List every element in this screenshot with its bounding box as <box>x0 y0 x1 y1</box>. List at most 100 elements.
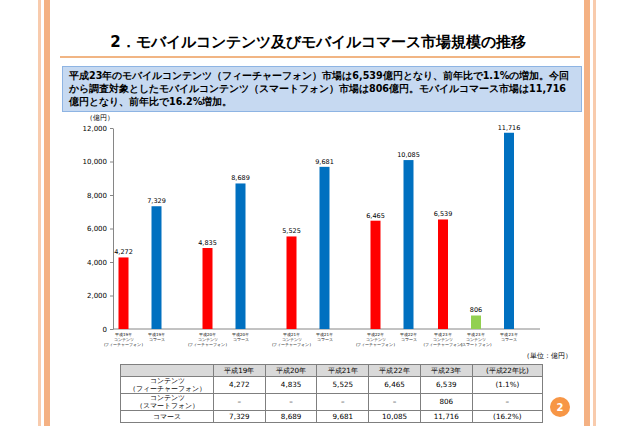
bar <box>320 167 330 329</box>
data-label: 8,689 <box>231 174 250 182</box>
y-tick-mark <box>110 229 113 230</box>
y-tick-label: 12,000 <box>83 125 108 133</box>
table-cell: 4,835 <box>265 377 317 394</box>
bar-series-label: コンテンツ(スマートフォン) <box>460 337 492 347</box>
data-label: 4,272 <box>114 248 133 256</box>
y-tick-mark <box>110 262 113 263</box>
y-tick-label: 6,000 <box>87 225 107 233</box>
table-column-header: 平成20年 <box>265 365 317 377</box>
table-cell: 6,539 <box>420 377 472 394</box>
table-column-header: 平成23年 <box>420 365 472 377</box>
y-tick-label: 2,000 <box>87 292 107 300</box>
table-row: コンテンツ （フィーチャーフォン）4,2724,8355,5256,4656,5… <box>121 377 543 394</box>
table-cell: – <box>369 394 421 411</box>
data-label: 10,085 <box>397 151 420 159</box>
side-border <box>593 0 596 426</box>
table-cell: (16.2%) <box>472 411 542 423</box>
bar <box>471 315 481 329</box>
bar-series-label: コンテンツ(フィーチャーフォン) <box>188 337 228 347</box>
table-row: コマース7,3298,6899,68110,08511,716(16.2%) <box>121 411 543 423</box>
y-tick-label: 4,000 <box>87 259 107 267</box>
summary: 平成23年のモバイルコンテンツ（フィーチャーフォン）市場は6,539億円となり、… <box>62 66 582 112</box>
data-label: 4,835 <box>198 239 217 247</box>
y-tick-mark <box>110 329 113 330</box>
table-corner <box>121 365 214 377</box>
y-tick-mark <box>110 296 113 297</box>
data-label: 11,716 <box>498 124 521 132</box>
bar <box>371 221 381 329</box>
bar <box>287 236 297 329</box>
title: 2．モバイルコンテンツ及びモバイルコマース市場規模の推移 <box>110 33 525 51</box>
bar <box>504 133 514 329</box>
table-cell: – <box>214 394 266 411</box>
bar <box>438 219 448 329</box>
side-border <box>38 0 41 426</box>
table-row-header: コマース <box>121 411 214 423</box>
data-label: 7,329 <box>147 197 166 205</box>
y-tick: 12,000 <box>83 125 114 133</box>
table-column-header: 平成22年 <box>369 365 421 377</box>
y-tick: 8,000 <box>87 192 113 200</box>
table-row-header: コンテンツ （フィーチャーフォン） <box>121 377 214 394</box>
page: 2．モバイルコンテンツ及びモバイルコマース市場規模の推移 0 2,000 4,000 6… <box>0 0 639 426</box>
bar-series-label: コンテンツ(フィーチャーフォン) <box>356 337 396 347</box>
table-cell: – <box>317 394 369 411</box>
table-cell: 6,465 <box>369 377 421 394</box>
bar <box>152 206 162 329</box>
table-cell: – <box>265 394 317 411</box>
bar-series-label: コンテンツ(フィーチャーフォン) <box>423 337 463 347</box>
y-tick-label: 0 <box>103 326 107 334</box>
bar-series-label: コマース <box>233 337 249 342</box>
bar-series-label: コマース <box>317 337 333 342</box>
table-cell: 806 <box>420 394 472 411</box>
table-column-header: 平成21年 <box>317 365 369 377</box>
data-table: 平成19年平成20年平成21年平成22年平成23年(平成22年比)コンテンツ （… <box>120 364 543 423</box>
side-border <box>44 0 50 426</box>
bar-series-label: コマース <box>501 337 517 342</box>
table-column-header: (平成22年比) <box>472 365 542 377</box>
table-row: コンテンツ （スマートフォン）––––806– <box>121 394 543 411</box>
table-header-row: 平成19年平成20年平成21年平成22年平成23年(平成22年比) <box>121 365 543 377</box>
table-cell: 5,525 <box>317 377 369 394</box>
side-border <box>584 0 590 426</box>
table-row-header: コンテンツ （スマートフォン） <box>121 394 214 411</box>
data-label: 9,681 <box>315 158 334 166</box>
data-label: 6,465 <box>366 212 385 220</box>
data-label: 806 <box>470 306 482 314</box>
table-column-header: 平成19年 <box>214 365 266 377</box>
y-tick-label: 10,000 <box>83 158 108 166</box>
y-tick: 4,000 <box>87 259 113 267</box>
y-tick-mark <box>110 162 113 163</box>
table-cell: – <box>472 394 542 411</box>
bar-series-label: コンテンツ(フィーチャーフォン) <box>272 337 312 347</box>
y-tick: 6,000 <box>87 225 113 233</box>
page-number: 2 <box>557 402 564 413</box>
table-cell: 10,085 <box>369 411 421 423</box>
bar <box>236 183 246 329</box>
bar-series-label: コンテンツ(フィーチャーフォン) <box>104 337 144 347</box>
page-number-badge <box>550 397 570 417</box>
data-label: 6,539 <box>434 210 453 218</box>
chart-canvas: 2．モバイルコンテンツ及びモバイルコマース市場規模の推移 0 2,000 4,000 6… <box>0 0 639 426</box>
bars <box>119 133 515 329</box>
table-cell: 11,716 <box>420 411 472 423</box>
unit-note: （単位：億円） <box>523 352 572 360</box>
y-tick-mark <box>110 195 113 196</box>
y-tick-label: 8,000 <box>87 192 107 200</box>
bar <box>119 257 129 329</box>
y-axis-title: （億円） <box>86 114 114 122</box>
bar <box>203 248 213 329</box>
title-underline <box>60 56 580 57</box>
data-label: 5,525 <box>282 227 301 235</box>
table-cell: 8,689 <box>265 411 317 423</box>
y-tick: 0 <box>103 326 113 334</box>
bar <box>404 160 414 329</box>
y-tick: 10,000 <box>83 158 114 166</box>
y-axis-line <box>113 129 114 330</box>
table-cell: 7,329 <box>214 411 266 423</box>
table-cell: (1.1%) <box>472 377 542 394</box>
table-cell: 4,272 <box>214 377 266 394</box>
bar-series-label: コマース <box>149 337 165 342</box>
bar-series-label: コマース <box>401 337 417 342</box>
y-tick-mark <box>110 128 113 129</box>
